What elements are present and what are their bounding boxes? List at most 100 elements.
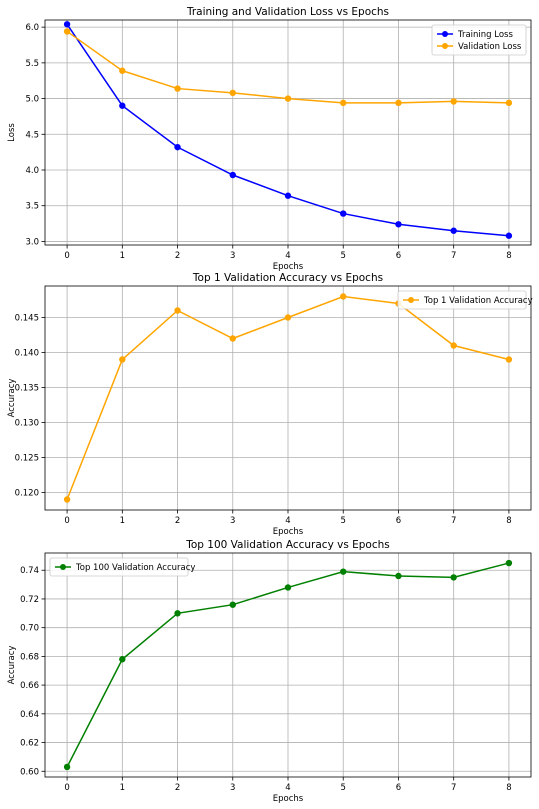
x-tick-label: 2: [175, 783, 180, 793]
y-tick-label: 0.130: [15, 419, 39, 429]
y-tick-label: 0.125: [15, 454, 39, 464]
x-tick-label: 1: [120, 516, 125, 526]
data-point: [174, 610, 181, 617]
x-tick-label: 2: [175, 516, 180, 526]
y-tick-label: 0.66: [20, 681, 39, 691]
x-tick-label: 6: [396, 516, 401, 526]
x-tick-label: 0: [64, 516, 69, 526]
x-tick-label: 8: [506, 783, 511, 793]
x-tick-label: 5: [341, 516, 346, 526]
plot-frame: [44, 19, 532, 246]
y-tick-label: 5.0: [25, 95, 39, 105]
plot-frame: [44, 552, 532, 778]
y-tick-label: 3.0: [25, 237, 39, 247]
data-point: [505, 99, 513, 107]
data-point: [119, 67, 126, 74]
plot-frame: [44, 285, 532, 511]
data-point: [63, 28, 71, 35]
data-point: [229, 89, 236, 97]
data-point: [284, 95, 292, 102]
x-tick-label: 7: [451, 783, 456, 793]
x-tick-label: 6: [396, 783, 401, 793]
chart-1: 0 1 2 3 4 5 6 7 8 3.0 3.5 4.0 4.5 5.0 5.5 6.0 Training a…: [7, 6, 532, 272]
chart-2: 0 1 2 3 4 5 6 7 8 0.120 0.125 0.130 0.135 0.140 0.145 T…: [7, 272, 533, 537]
data-point: [119, 356, 126, 363]
data-point: [229, 335, 236, 342]
gridlines: [45, 553, 531, 777]
data-point: [119, 656, 126, 663]
legend: Top 100 Validation Accuracy: [49, 557, 195, 577]
x-tick-label: 8: [506, 251, 511, 261]
gridlines: [45, 286, 531, 510]
data-point: [119, 102, 126, 109]
legend-marker: [442, 43, 448, 49]
y-tick-label: 0.62: [20, 739, 39, 749]
data-point: [340, 293, 347, 300]
chart-title: Top 1 Validation Accuracy vs Epochs: [192, 272, 383, 284]
legend-label: Validation Loss: [458, 42, 522, 52]
data-point: [340, 210, 347, 217]
data-point: [229, 171, 236, 179]
y-tick-label: 0.120: [15, 489, 39, 499]
data-point: [340, 99, 347, 107]
x-tick-label: 1: [120, 783, 125, 793]
x-tick-label: 5: [341, 783, 346, 793]
data-point: [284, 314, 292, 321]
data-point: [63, 496, 71, 503]
legend-box: [49, 557, 189, 577]
x-tick-label: 0: [64, 783, 69, 793]
data-point: [505, 356, 513, 363]
data-point: [450, 98, 457, 105]
legend: Top 1 Validation Accuracy: [397, 290, 533, 310]
x-tick-label: 0: [64, 251, 69, 261]
data-point: [229, 601, 236, 608]
x-tick-label: 4: [285, 783, 290, 793]
y-tick-label: 0.74: [20, 566, 39, 576]
x-tick-label: 6: [396, 251, 401, 261]
data-point: [174, 307, 181, 314]
x-tick-label: 7: [451, 516, 456, 526]
x-axis-label: Epochs: [273, 527, 304, 537]
y-tick-label: 0.72: [20, 595, 39, 605]
data-point: [505, 559, 513, 567]
x-tick-label: 3: [230, 783, 235, 793]
y-tick-label: 5.5: [25, 59, 39, 69]
legend-marker: [408, 297, 414, 303]
y-tick-label: 0.70: [20, 624, 39, 634]
y-tick-label: 0.145: [15, 314, 39, 324]
y-tick-label: 0.135: [15, 384, 39, 394]
y-tick-label: 0.68: [20, 652, 39, 662]
x-tick-label: 4: [285, 516, 290, 526]
x-tick-label: 3: [230, 251, 235, 261]
data-point: [340, 568, 347, 575]
data-point: [505, 232, 513, 239]
y-tick-label: 4.5: [25, 130, 39, 140]
data-point: [63, 763, 71, 771]
legend-box: [431, 24, 527, 56]
chart-title: Top 100 Validation Accuracy vs Epochs: [185, 539, 390, 551]
x-tick-label: 5: [341, 251, 346, 261]
x-axis-label: Epochs: [273, 262, 304, 272]
y-axis-label: Loss: [7, 123, 17, 142]
data-point: [284, 584, 292, 591]
legend-label: Training Loss: [457, 30, 513, 40]
data-point: [395, 221, 402, 228]
x-tick-label: 3: [230, 516, 235, 526]
x-tick-label: 2: [175, 251, 180, 261]
y-tick-label: 0.140: [15, 349, 39, 359]
y-axis-label: Accuracy: [7, 379, 17, 418]
x-tick-label: 8: [506, 516, 511, 526]
x-tick-label: 7: [451, 251, 456, 261]
y-tick-label: 0.60: [20, 767, 39, 777]
data-point: [174, 143, 181, 151]
x-axis-label: Epochs: [273, 794, 304, 804]
y-tick-label: 6.0: [25, 23, 39, 33]
data-point: [63, 21, 71, 28]
y-tick-label: 3.5: [25, 202, 39, 212]
data-point: [450, 574, 457, 581]
x-tick-label: 1: [120, 251, 125, 261]
y-tick-label: 4.0: [25, 166, 39, 176]
chart-title: Training and Validation Loss vs Epochs: [186, 6, 389, 18]
data-point: [174, 85, 181, 92]
